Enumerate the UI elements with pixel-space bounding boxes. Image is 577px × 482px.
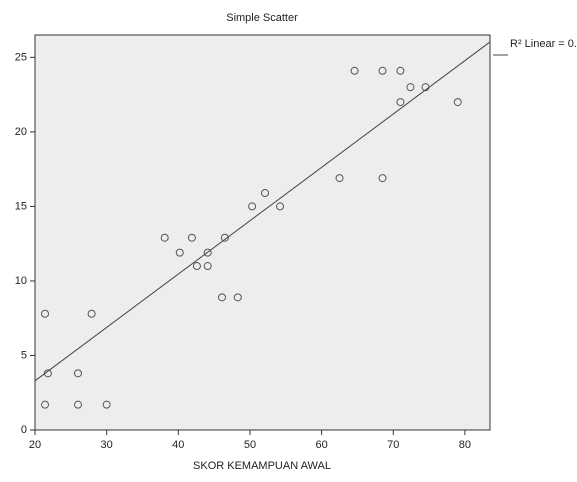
x-tick-label: 20 — [29, 439, 41, 451]
y-tick-label: 10 — [15, 275, 27, 287]
x-axis-label: SKOR KEMAMPUAN AWAL — [193, 460, 331, 472]
y-tick-label: 25 — [15, 51, 27, 63]
x-tick-label: 80 — [459, 439, 471, 451]
y-tick-label: 20 — [15, 126, 27, 138]
y-tick-label: 15 — [15, 200, 27, 212]
y-tick-label: 5 — [21, 349, 27, 361]
x-tick-label: 70 — [387, 439, 399, 451]
x-tick-label: 40 — [172, 439, 184, 451]
chart-title: Simple Scatter — [226, 12, 298, 24]
chart: Simple Scatter SKOR KEMAMPUAN AWAL R² Li… — [0, 0, 577, 477]
plot-area — [35, 35, 490, 430]
x-tick-label: 50 — [244, 439, 256, 451]
y-tick-label: 0 — [21, 424, 27, 436]
x-tick-label: 60 — [315, 439, 327, 451]
legend-text: R² Linear = 0.857 — [510, 38, 577, 50]
x-tick-label: 30 — [101, 439, 113, 451]
